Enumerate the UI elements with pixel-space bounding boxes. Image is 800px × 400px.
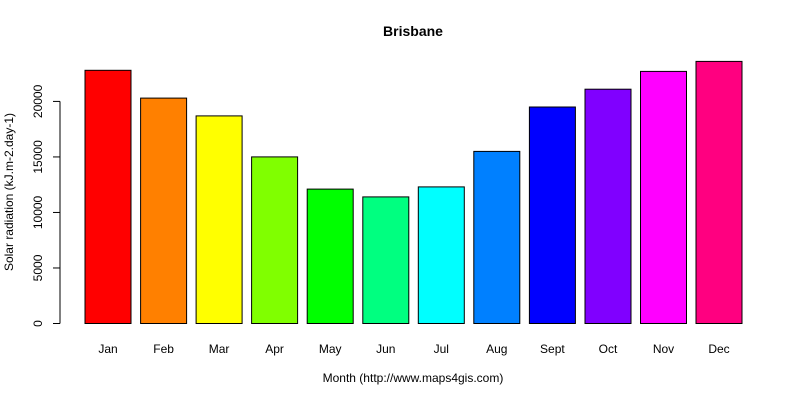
- bar-may: [306, 188, 354, 324]
- bar-mar: [195, 115, 243, 325]
- x-tick-label-jan: Jan: [98, 342, 117, 356]
- bar-apr: [251, 156, 299, 324]
- y-axis: 0 5000 10000 15000 20000: [31, 84, 61, 327]
- x-tick-label-may: May: [319, 342, 342, 356]
- bar-nov: [640, 70, 687, 325]
- chart-title: Brisbane: [383, 23, 443, 39]
- y-tick-label: 15000: [31, 140, 45, 174]
- bar-dec: [695, 60, 743, 325]
- bar-sept: [528, 106, 576, 324]
- x-tick-label-mar: Mar: [209, 342, 230, 356]
- x-tick-label-oct: Oct: [599, 342, 618, 356]
- x-tick-label-apr: Apr: [265, 342, 284, 356]
- x-tick-label-aug: Aug: [486, 342, 507, 356]
- x-tick-labels: Jan Feb Mar Apr May Jun Jul Aug Sept Oct Nov Dec: [98, 342, 729, 356]
- y-axis-label: Solar radiation (kJ.m-2.day-1): [2, 113, 16, 271]
- x-tick-label-sept: Sept: [540, 342, 565, 356]
- y-tick-label: 10000: [31, 195, 45, 229]
- x-tick-label-dec: Dec: [708, 342, 729, 356]
- x-axis-label: Month (http://www.maps4gis.com): [323, 371, 504, 385]
- bars-group: [84, 60, 743, 325]
- x-tick-label-feb: Feb: [153, 342, 174, 356]
- bar-feb: [140, 97, 188, 324]
- x-tick-label-jul: Jul: [434, 342, 449, 356]
- y-tick-label: 0: [31, 320, 45, 327]
- y-tick-label: 5000: [31, 254, 45, 281]
- x-tick-label-nov: Nov: [653, 342, 674, 356]
- bar-jun: [362, 196, 410, 324]
- x-tick-label-jun: Jun: [376, 342, 395, 356]
- bar-jan: [84, 69, 132, 324]
- bar-jul: [417, 186, 465, 324]
- y-tick-label: 20000: [31, 84, 45, 118]
- bar-oct: [584, 88, 632, 324]
- bar-aug: [473, 150, 521, 324]
